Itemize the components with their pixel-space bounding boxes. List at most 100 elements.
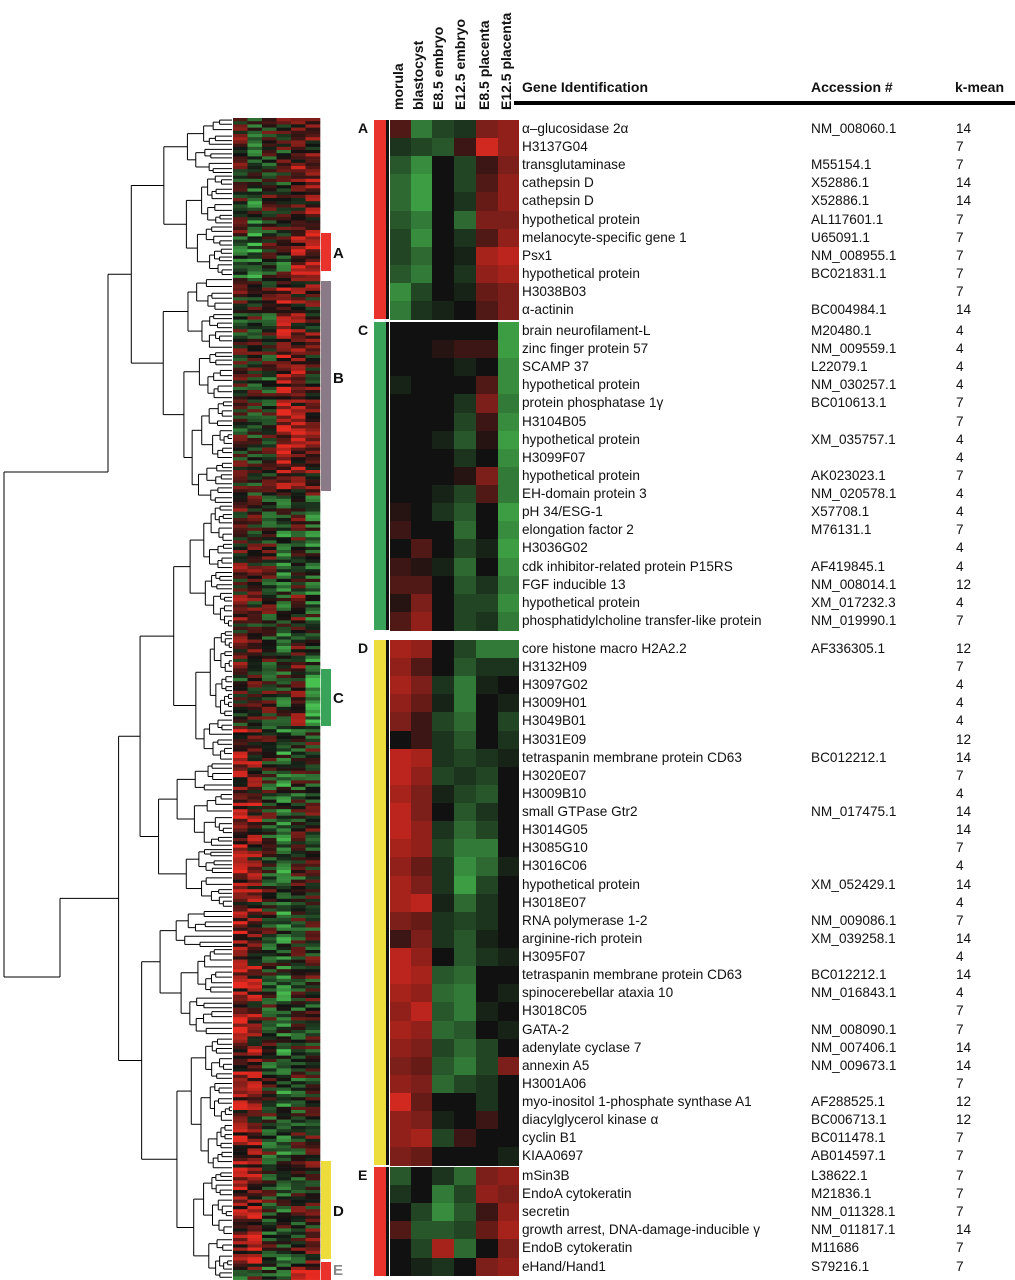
overview-heat-cell	[262, 854, 277, 858]
overview-heat-cell	[247, 812, 263, 816]
overview-heat-cell	[233, 834, 248, 839]
overview-heat-cell	[247, 188, 263, 192]
overview-heat-cell	[291, 303, 306, 308]
overview-heat-cell	[291, 553, 306, 557]
overview-heat-cell	[262, 1222, 277, 1226]
overview-heat-cell	[262, 361, 277, 365]
overview-heat-cell	[276, 1094, 292, 1098]
overview-heat-cell	[305, 223, 321, 228]
kmean-value: 7	[956, 1168, 964, 1183]
overview-heat-cell	[305, 146, 321, 151]
gene-name: hypothetical protein	[522, 467, 640, 483]
overview-heat-cell	[305, 822, 321, 826]
heat-cell	[476, 557, 498, 577]
overview-heat-cell	[247, 290, 263, 295]
overview-heat-cell	[233, 630, 248, 634]
overview-heat-cell	[233, 748, 248, 752]
overview-heat-cell	[262, 857, 277, 861]
overview-heat-cell	[305, 1049, 321, 1053]
overview-heat-cell	[233, 745, 248, 749]
overview-heat-cell	[233, 738, 248, 743]
overview-heat-cell	[247, 863, 263, 868]
overview-heat-cell	[262, 422, 277, 426]
overview-heat-cell	[247, 505, 263, 509]
overview-heat-cell	[262, 1148, 277, 1152]
overview-heat-cell	[247, 194, 263, 199]
overview-heat-cell	[233, 495, 248, 500]
overview-heat-cell	[262, 1273, 277, 1277]
overview-heat-cell	[247, 866, 263, 871]
heat-cell	[498, 766, 519, 786]
overview-heat-cell	[247, 265, 263, 269]
overview-heat-cell	[291, 1090, 306, 1095]
heat-cell	[411, 712, 432, 732]
kmean-value: 7	[956, 247, 964, 263]
overview-heat-cell	[233, 332, 248, 336]
accession-number: XM_052429.1	[811, 876, 896, 892]
overview-heat-cell	[291, 383, 306, 388]
overview-heat-cell	[233, 681, 248, 685]
overview-heat-cell	[247, 873, 263, 877]
overview-heat-cell	[262, 1004, 277, 1008]
heat-cell	[454, 966, 476, 985]
overview-heat-cell	[305, 777, 321, 781]
heat-cell	[454, 676, 476, 695]
overview-heat-cell	[247, 1170, 263, 1175]
overview-heat-cell	[276, 268, 292, 272]
overview-heat-cell	[305, 348, 321, 352]
overview-heat-cell	[276, 998, 292, 1002]
overview-heat-cell	[247, 1103, 263, 1108]
heat-cell	[411, 766, 432, 786]
heat-cell	[476, 1129, 498, 1148]
overview-heat-cell	[291, 252, 306, 256]
overview-heat-cell	[305, 998, 321, 1002]
overview-heat-cell	[291, 697, 306, 701]
heat-cell	[498, 875, 519, 895]
heat-cell	[390, 1147, 411, 1166]
overview-heat-cell	[262, 1199, 277, 1204]
overview-heat-cell	[276, 988, 292, 992]
overview-heat-cell	[247, 1161, 263, 1165]
heat-cell	[432, 539, 454, 559]
overview-heat-cell	[247, 1116, 263, 1120]
overview-heat-cell	[305, 338, 321, 343]
overview-heat-cell	[291, 998, 306, 1002]
overview-heat-cell	[276, 361, 292, 365]
overview-heat-cell	[291, 1202, 306, 1207]
overview-heat-cell	[276, 1228, 292, 1232]
overview-heat-cell	[262, 799, 277, 804]
overview-heat-cell	[291, 377, 306, 381]
overview-heat-cell	[233, 1129, 248, 1133]
overview-heat-cell	[305, 1148, 321, 1152]
overview-heat-cell	[276, 460, 292, 464]
overview-heat-cell	[247, 1026, 263, 1031]
overview-heat-cell	[305, 1174, 321, 1178]
overview-heat-cell	[247, 991, 263, 996]
overview-heat-cell	[247, 348, 263, 352]
overview-heat-cell	[233, 156, 248, 160]
overview-heat-cell	[291, 812, 306, 816]
overview-heat-cell	[291, 1206, 306, 1210]
overview-heat-cell	[305, 886, 321, 890]
accession-number: AF336305.1	[811, 641, 886, 656]
gene-name: H3095F07	[522, 949, 586, 965]
overview-heat-cell	[276, 140, 292, 144]
overview-heat-cell	[276, 1138, 292, 1143]
overview-heat-cell	[305, 639, 321, 644]
overview-heat-cell	[276, 380, 292, 384]
overview-heat-cell	[247, 975, 263, 980]
overview-heat-cell	[262, 310, 277, 314]
overview-heat-cell	[262, 975, 277, 980]
overview-heat-cell	[247, 822, 263, 826]
heat-cell	[476, 430, 498, 450]
overview-heat-cell	[247, 415, 263, 420]
overview-heat-cell	[276, 1023, 292, 1028]
heat-cell	[454, 376, 476, 395]
overview-heat-cell	[305, 1199, 321, 1204]
overview-heat-cell	[291, 754, 306, 759]
overview-heat-cell	[305, 1135, 321, 1140]
overview-heat-cell	[276, 1126, 292, 1130]
overview-heat-cell	[247, 546, 263, 551]
overview-heat-cell	[305, 738, 321, 743]
heat-cell	[432, 1111, 454, 1130]
